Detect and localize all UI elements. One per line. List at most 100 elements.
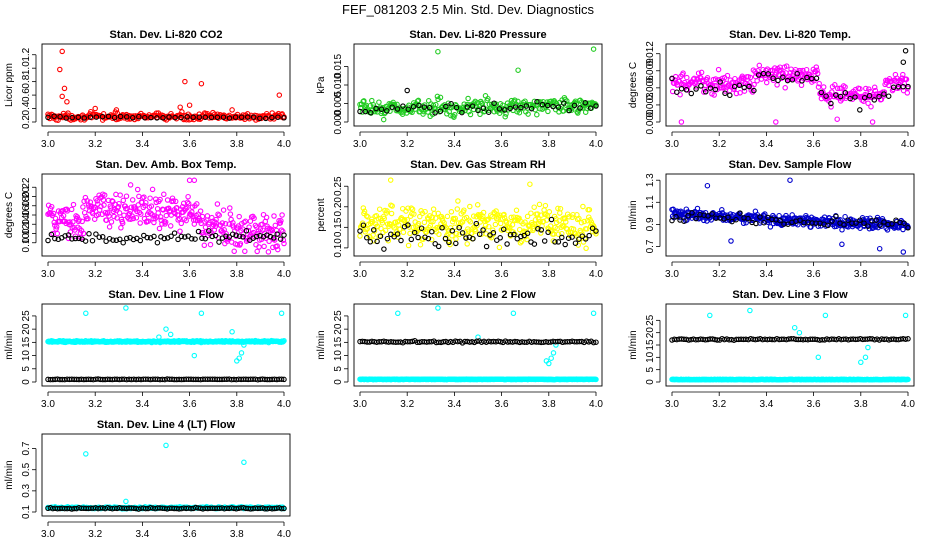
data-point: [833, 213, 839, 220]
data-point-outlier: [229, 329, 235, 335]
data-point-outlier: [92, 105, 98, 112]
data-point: [251, 215, 257, 221]
data-point: [841, 221, 847, 228]
data-point: [881, 91, 887, 97]
data-point: [357, 108, 363, 115]
data-point: [459, 109, 465, 116]
data-point: [816, 80, 822, 87]
data-point: [409, 206, 416, 212]
data-point: [515, 98, 521, 105]
data-point-outlier: [834, 116, 840, 122]
data-point: [905, 376, 911, 383]
data-point: [823, 93, 829, 99]
data-point: [185, 233, 191, 239]
data-point: [474, 338, 480, 345]
data-point-outlier: [64, 99, 70, 105]
x-tick-label: 3.2: [88, 139, 102, 150]
data-point-outlier: [113, 107, 120, 113]
data-point: [236, 233, 243, 239]
data-point: [113, 237, 120, 244]
data-point: [683, 87, 690, 93]
y-tick-label: 0.8: [21, 74, 32, 88]
data-point: [439, 225, 445, 231]
plot-frame: [665, 173, 915, 257]
data-point: [45, 237, 51, 244]
data-point: [566, 214, 572, 220]
data-point: [130, 236, 137, 243]
x-tick-label: 3.0: [353, 269, 367, 280]
data-point: [522, 219, 528, 225]
data-point: [483, 243, 490, 250]
data-point-outlier: [61, 85, 68, 92]
data-point: [575, 110, 581, 116]
data-point: [538, 227, 545, 233]
y-tick-label: 25: [645, 314, 656, 326]
data-point: [418, 225, 425, 231]
data-point-outlier: [747, 307, 753, 314]
y-tick-label: 0.009: [645, 58, 656, 83]
data-point: [69, 114, 75, 121]
data-point: [379, 220, 386, 226]
data-point: [128, 216, 134, 222]
data-point: [163, 212, 170, 219]
x-tick-label: 3.6: [183, 399, 197, 410]
data-point: [154, 239, 161, 246]
data-point: [450, 215, 457, 222]
data-point: [589, 225, 596, 232]
x-tick-label: 3.2: [400, 269, 414, 280]
data-point: [451, 114, 457, 120]
series-black: [45, 504, 287, 512]
data-point: [405, 222, 411, 228]
data-point: [281, 376, 287, 383]
data-point: [857, 217, 863, 223]
data-point: [278, 227, 285, 233]
x-tick-label: 4.0: [589, 269, 603, 280]
figure-title: FEF_081203 2.5 Min. Std. Dev. Diagnostic…: [342, 2, 594, 17]
series-black: [45, 376, 287, 383]
y-tick-label: 0.015: [333, 54, 344, 79]
data-point-outlier: [198, 310, 205, 317]
data-point: [45, 114, 51, 121]
data-point: [266, 238, 272, 245]
data-point: [123, 114, 130, 120]
y-axis-label: Licor ppm: [4, 63, 15, 107]
data-point: [106, 224, 113, 230]
data-point: [199, 213, 206, 220]
data-point: [813, 64, 820, 70]
data-point: [669, 75, 675, 82]
data-point: [515, 216, 522, 222]
data-point: [780, 70, 786, 77]
data-point: [577, 105, 583, 111]
data-point-outlier: [163, 442, 169, 449]
data-point: [534, 99, 540, 105]
chart-svg: Stan. Dev. Li-820 Pressure kPa 3.0 3.2 3.4 3.…: [316, 29, 603, 150]
data-point: [902, 336, 909, 342]
data-point: [432, 110, 438, 116]
data-point: [274, 243, 280, 249]
data-point: [398, 237, 404, 244]
x-tick-label: 4.0: [901, 139, 915, 150]
series-black: [45, 113, 287, 122]
x-tick-label: 4.0: [901, 399, 915, 410]
data-point-outlier: [387, 177, 394, 183]
data-point: [281, 232, 287, 238]
x-tick-label: 3.2: [400, 399, 414, 410]
data-point: [260, 211, 267, 218]
data-point: [889, 221, 895, 227]
data-point-outlier: [900, 249, 907, 255]
data-point: [453, 104, 460, 111]
x-tick-label: 3.0: [41, 529, 55, 540]
chart-svg: Stan. Dev. Amb. Box Temp. degrees C 3.0 3.2…: [4, 159, 291, 280]
data-point: [142, 505, 149, 512]
data-point: [108, 219, 115, 225]
data-point: [467, 111, 474, 118]
data-point: [183, 217, 189, 224]
chart-title: Stan. Dev. Li-820 CO2: [110, 29, 223, 41]
data-point: [219, 220, 226, 226]
data-point: [905, 336, 911, 342]
data-point: [360, 205, 367, 211]
data-point: [378, 106, 385, 112]
data-point: [552, 239, 558, 245]
data-point-outlier: [83, 310, 89, 317]
data-point: [96, 234, 103, 240]
